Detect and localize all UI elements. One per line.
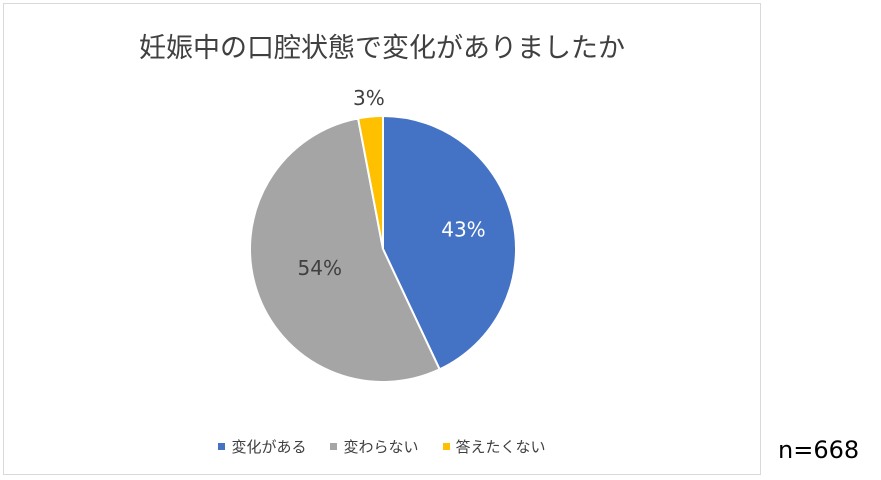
legend-swatch-1 — [218, 443, 226, 450]
data-label-3: 3% — [353, 86, 385, 110]
legend-item-2: 変わらない — [330, 436, 419, 457]
chart-title: 妊娠中の口腔状態で変化がありましたか — [139, 33, 625, 64]
sample-size-note: n=668 — [778, 436, 860, 464]
pie-chart: 43% 54% 3% — [249, 86, 517, 383]
legend-label-1: 変化がある — [231, 438, 307, 456]
chart-legend: 変化がある 変わらない 答えたくない — [4, 436, 760, 457]
legend-item-1: 変化がある — [218, 436, 306, 457]
chart-frame: 妊娠中の口腔状態で変化がありましたか 43% 54% 3% 変化がある 変わらない 答え… — [3, 3, 761, 475]
pie-slice-1 — [382, 114, 517, 371]
legend-label-3: 答えたくない — [455, 438, 546, 456]
data-label-1: 43% — [441, 218, 485, 242]
pie-slice-3 — [356, 114, 384, 250]
pie-slice-2 — [249, 117, 441, 383]
legend-label-2: 変わらない — [343, 438, 419, 456]
legend-swatch-2 — [330, 443, 338, 450]
legend-item-3: 答えたくない — [442, 436, 546, 457]
legend-swatch-3 — [442, 443, 450, 450]
data-label-2: 54% — [298, 256, 342, 280]
